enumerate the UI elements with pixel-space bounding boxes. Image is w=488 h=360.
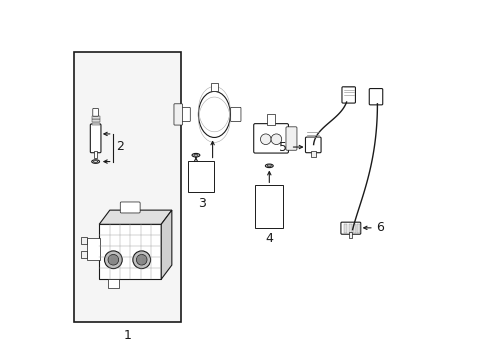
FancyBboxPatch shape — [253, 123, 288, 153]
Bar — [99, 224, 161, 279]
FancyBboxPatch shape — [368, 89, 382, 105]
Bar — [356, 224, 359, 233]
Bar — [92, 116, 100, 119]
FancyBboxPatch shape — [93, 108, 98, 116]
Ellipse shape — [92, 160, 100, 163]
Bar — [255, 185, 283, 228]
FancyBboxPatch shape — [120, 202, 140, 213]
Bar — [348, 224, 351, 233]
Bar — [94, 151, 97, 158]
Circle shape — [270, 134, 281, 145]
Bar — [210, 82, 218, 91]
Circle shape — [104, 251, 122, 269]
Bar — [81, 251, 87, 258]
FancyBboxPatch shape — [305, 137, 321, 153]
Bar — [86, 238, 100, 260]
Bar — [266, 114, 275, 125]
Text: 6: 6 — [375, 221, 383, 234]
FancyBboxPatch shape — [341, 87, 355, 103]
Polygon shape — [99, 210, 171, 224]
FancyBboxPatch shape — [180, 107, 190, 122]
FancyBboxPatch shape — [174, 104, 182, 125]
Bar — [74, 53, 181, 322]
Ellipse shape — [198, 91, 230, 138]
Ellipse shape — [192, 153, 200, 157]
FancyBboxPatch shape — [285, 127, 296, 150]
Bar — [108, 279, 119, 288]
Circle shape — [133, 251, 150, 269]
Bar — [310, 150, 316, 157]
Text: 1: 1 — [123, 329, 131, 342]
Ellipse shape — [193, 154, 198, 156]
Bar — [92, 120, 100, 122]
Polygon shape — [161, 210, 171, 279]
Circle shape — [136, 255, 147, 265]
FancyBboxPatch shape — [230, 107, 241, 122]
Bar — [187, 161, 214, 192]
Circle shape — [108, 255, 119, 265]
Circle shape — [260, 134, 270, 145]
FancyBboxPatch shape — [90, 124, 101, 153]
Text: 5: 5 — [279, 140, 286, 153]
Text: 4: 4 — [265, 232, 273, 245]
Bar — [349, 233, 351, 238]
Bar — [344, 224, 346, 233]
Text: 2: 2 — [116, 140, 124, 153]
Bar — [81, 237, 87, 244]
Ellipse shape — [266, 165, 271, 167]
Ellipse shape — [93, 161, 98, 162]
FancyBboxPatch shape — [340, 222, 360, 234]
Bar — [352, 224, 355, 233]
Bar — [92, 123, 100, 125]
Ellipse shape — [265, 164, 273, 168]
Text: 3: 3 — [198, 197, 205, 210]
